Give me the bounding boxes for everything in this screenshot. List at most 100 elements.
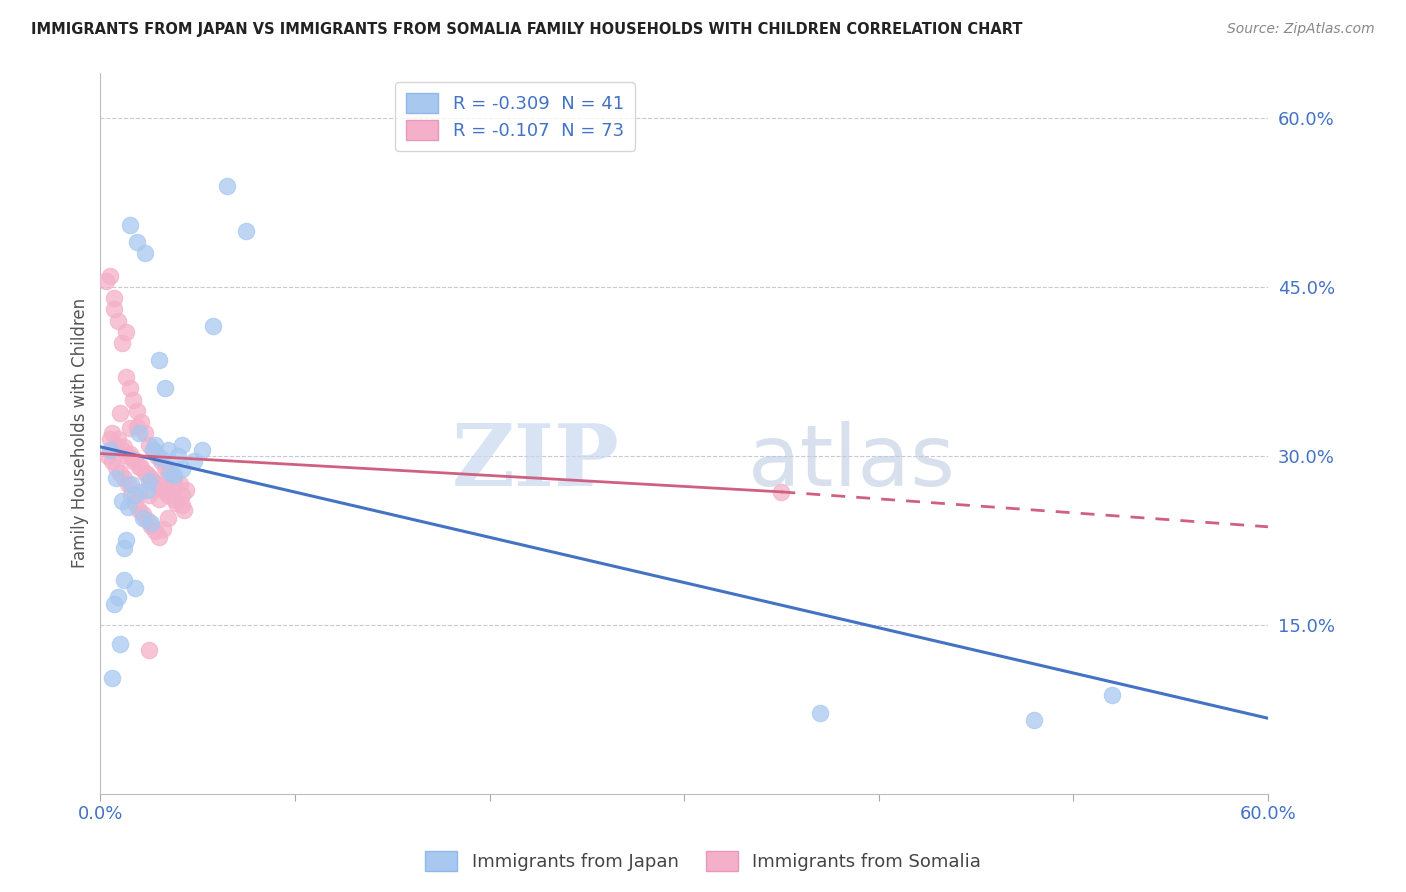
Point (157, 510, 180, 524)
Point (98, 268, 121, 283)
Point (114, 533, 136, 548)
Point (134, 466, 156, 480)
Point (138, 642, 160, 657)
Point (107, 314, 129, 328)
Point (111, 336, 134, 351)
Point (108, 406, 131, 420)
Point (117, 477, 139, 491)
Point (104, 471, 127, 485)
Point (112, 541, 135, 556)
Point (118, 420, 141, 434)
Legend: R = -0.309  N = 41, R = -0.107  N = 73: R = -0.309 N = 41, R = -0.107 N = 73 (395, 82, 634, 151)
Point (139, 471, 162, 485)
Point (112, 471, 135, 485)
Point (124, 581, 146, 595)
Point (167, 449, 190, 463)
Point (138, 437, 160, 451)
Point (148, 353, 170, 368)
Point (138, 488, 160, 502)
Point (124, 453, 146, 467)
Point (142, 443, 165, 458)
Point (101, 671, 124, 685)
Point (149, 454, 172, 468)
Point (139, 518, 162, 533)
Point (117, 500, 139, 514)
Point (136, 483, 159, 497)
Point (163, 477, 186, 491)
Point (172, 462, 194, 476)
Point (121, 488, 143, 502)
Point (163, 468, 186, 483)
Point (107, 432, 129, 446)
Point (129, 415, 152, 429)
Point (104, 460, 127, 475)
Point (1101, 688, 1123, 702)
Point (142, 474, 165, 488)
Point (118, 218, 141, 232)
Point (148, 480, 170, 494)
Point (108, 637, 131, 651)
Point (104, 437, 127, 451)
Point (149, 451, 172, 466)
Point (155, 484, 177, 499)
Point (124, 488, 146, 502)
Point (174, 483, 197, 497)
Point (103, 302, 125, 317)
Point (139, 516, 162, 531)
Point (215, 178, 238, 193)
Point (114, 370, 136, 384)
Point (127, 235, 149, 249)
Point (157, 443, 180, 458)
Point (103, 291, 125, 305)
Point (121, 477, 143, 491)
Point (173, 503, 195, 517)
Point (127, 419, 149, 434)
Point (172, 437, 194, 451)
Point (148, 491, 170, 506)
Point (96, 274, 118, 288)
Point (128, 426, 150, 441)
Text: ZIP: ZIP (453, 420, 620, 504)
Point (152, 483, 174, 497)
Y-axis label: Family Households with Children: Family Households with Children (72, 298, 89, 568)
Point (148, 530, 170, 544)
Point (142, 443, 165, 458)
Point (165, 496, 187, 510)
Point (1024, 714, 1046, 728)
Point (117, 449, 139, 463)
Point (157, 466, 180, 480)
Point (103, 598, 125, 612)
Point (157, 488, 180, 502)
Point (129, 460, 152, 475)
Text: IMMIGRANTS FROM JAPAN VS IMMIGRANTS FROM SOMALIA FAMILY HOUSEHOLDS WITH CHILDREN: IMMIGRANTS FROM JAPAN VS IMMIGRANTS FROM… (31, 22, 1022, 37)
Point (169, 477, 191, 491)
Point (152, 522, 174, 536)
Point (98, 443, 121, 458)
Point (128, 503, 150, 517)
Text: atlas: atlas (748, 421, 956, 504)
Text: Source: ZipAtlas.com: Source: ZipAtlas.com (1227, 22, 1375, 37)
Point (97, 449, 120, 463)
Point (134, 426, 156, 441)
Point (112, 573, 135, 587)
Point (163, 491, 186, 506)
Point (163, 471, 186, 485)
Point (146, 449, 169, 463)
Point (172, 488, 194, 502)
Point (111, 494, 134, 508)
Point (101, 454, 124, 468)
Point (107, 590, 129, 604)
Point (111, 443, 134, 458)
Point (146, 477, 169, 491)
Point (159, 466, 181, 480)
Point (202, 319, 225, 334)
Point (153, 460, 176, 475)
Point (143, 524, 166, 539)
Point (101, 426, 124, 441)
Point (114, 325, 136, 339)
Point (112, 440, 135, 454)
Point (136, 513, 159, 527)
Point (172, 499, 194, 513)
Point (138, 474, 160, 488)
Point (118, 447, 141, 461)
